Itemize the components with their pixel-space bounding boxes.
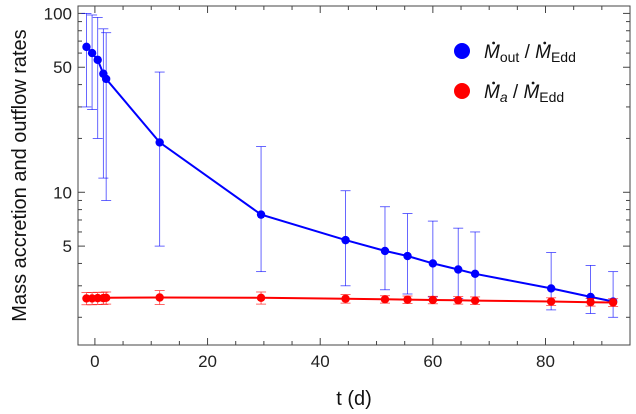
data-point (101, 293, 111, 303)
data-point (341, 235, 350, 245)
series-line (86, 296, 614, 304)
overdot (492, 81, 495, 85)
data-point (380, 295, 390, 304)
data-point (470, 269, 480, 279)
x-tick-label: 0 (90, 352, 99, 371)
data-point (155, 138, 164, 147)
data-point (82, 42, 91, 52)
data-point (155, 293, 164, 302)
y-tick-label: 100 (44, 4, 72, 23)
series-line (85, 46, 614, 303)
overdot (492, 41, 495, 45)
x-tick-label: 80 (536, 352, 555, 371)
overdot (543, 41, 547, 45)
x-tick-label: 40 (311, 352, 330, 371)
data-point (454, 265, 463, 274)
legend-marker (454, 83, 470, 99)
data-point (256, 210, 266, 219)
data-point (470, 296, 480, 305)
legend-marker (454, 43, 470, 59)
series-0 (81, 13, 619, 318)
data-point (256, 293, 266, 303)
y-tick-label: 5 (63, 237, 72, 256)
x-axis-title: t (d) (336, 388, 372, 410)
data-point (380, 246, 390, 256)
legend: Mout / MEdd Ma / MEdd (454, 41, 576, 105)
series-layer (81, 13, 619, 318)
data-point (403, 251, 412, 261)
y-tick-label: 50 (53, 58, 72, 77)
data-point (586, 297, 595, 307)
legend-item-1: Ma / MEdd (454, 81, 564, 105)
data-point (428, 259, 438, 268)
y-axis-title: Mass accretion and outflow rates (9, 29, 31, 321)
tick-marks (78, 6, 630, 345)
y-tick-label: 10 (53, 183, 72, 202)
data-point (546, 284, 556, 293)
data-point (101, 74, 111, 84)
data-point (93, 55, 102, 65)
data-point (546, 297, 556, 306)
tick-labels: 0 20 40 60 80 5 10 50 100 (44, 4, 555, 371)
data-point (341, 294, 350, 303)
data-point (403, 295, 412, 304)
x-tick-label: 60 (423, 352, 442, 371)
legend-label: Mout / MEdd (484, 42, 576, 65)
x-tick-label: 20 (198, 352, 217, 371)
plot-frame (77, 5, 631, 346)
data-point (87, 48, 97, 58)
legend-label: Ma / MEdd (484, 82, 564, 105)
data-point (608, 298, 618, 307)
data-point (454, 296, 463, 305)
legend-item-0: Mout / MEdd (454, 41, 576, 65)
overdot (531, 81, 535, 85)
series-1 (81, 290, 619, 307)
data-point (428, 295, 438, 305)
